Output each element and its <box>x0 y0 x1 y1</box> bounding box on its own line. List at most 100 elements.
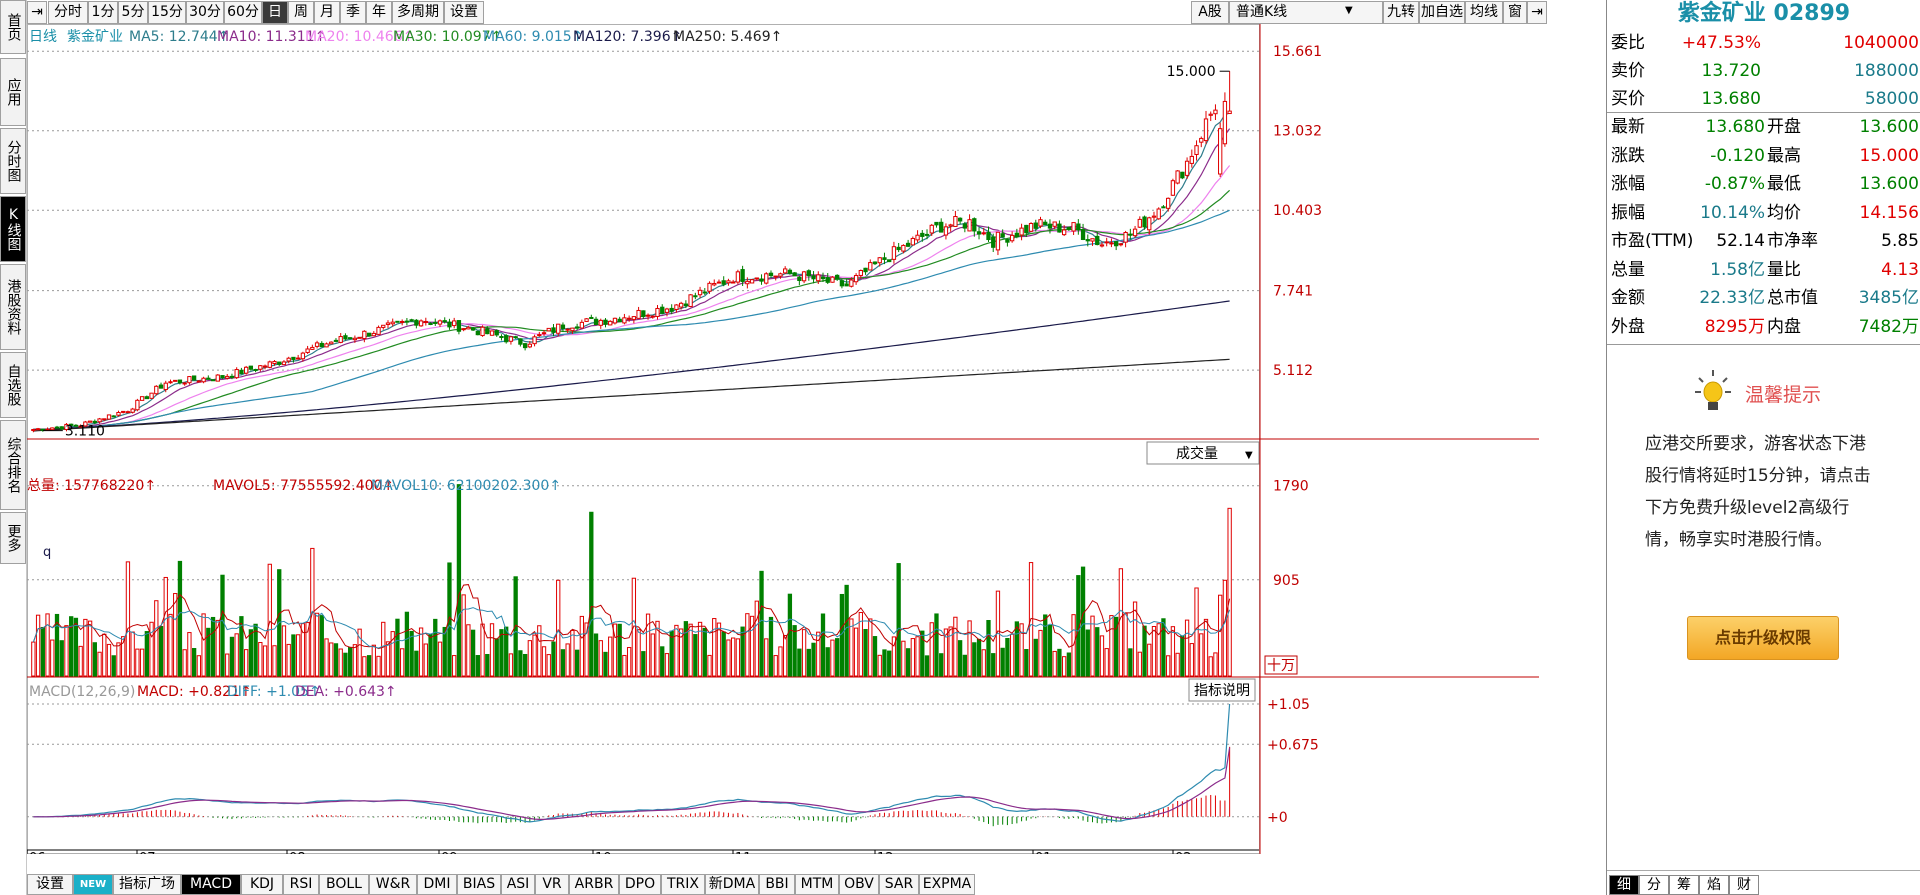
detail-tab-1[interactable]: 分 <box>1639 875 1669 895</box>
period-tab-4[interactable]: 30分 <box>186 1 224 24</box>
period-tab-11[interactable]: 多周期 <box>392 1 444 24</box>
period-tab-10[interactable]: 年 <box>366 1 392 24</box>
candle-body <box>305 348 310 353</box>
x-tick-label: 01 <box>1035 851 1052 854</box>
candle-body <box>1057 223 1062 233</box>
toolbar-right-5[interactable]: 窗 <box>1503 1 1527 24</box>
quote-label: 卖价 <box>1611 61 1645 81</box>
kline-chart[interactable]: 15.661 13.032 10.403 7.741 5.112 15.000 3.110 日… <box>26 24 1539 866</box>
indicator-tab-8[interactable]: DMI <box>417 874 457 895</box>
left-tab-1[interactable]: 应用 <box>0 58 26 126</box>
upgrade-button[interactable]: 点击升级权限 <box>1687 616 1839 660</box>
period-tab-12[interactable]: 设置 <box>444 1 484 24</box>
candle-body <box>716 281 722 284</box>
volume-bar <box>1047 624 1053 677</box>
indicator-tab-17[interactable]: MTM <box>795 874 839 895</box>
stat-row: 金额 22.33亿 总市值 3485亿 <box>1607 285 1920 312</box>
chart-area[interactable]: 15.661 13.032 10.403 7.741 5.112 15.000 3.110 日… <box>26 24 1539 866</box>
candle-body <box>787 269 793 274</box>
left-tab-2[interactable]: 分时图 <box>0 128 26 194</box>
detail-tab-2[interactable]: 筹 <box>1669 875 1699 895</box>
candle-body <box>220 375 225 379</box>
period-tab-9[interactable]: 季 <box>340 1 366 24</box>
left-tab-7[interactable]: 更多 <box>0 512 26 564</box>
indicator-tab-20[interactable]: EXPMA <box>919 874 975 895</box>
volume-bar <box>655 620 660 677</box>
indicator-tab-9[interactable]: BIAS <box>457 874 501 895</box>
left-tab-4[interactable]: 港股资料 <box>0 264 26 350</box>
indicator-help-button[interactable] <box>1188 678 1256 702</box>
volume-selector[interactable] <box>1146 441 1260 465</box>
toolbar-right-3[interactable]: 加自选 <box>1419 1 1465 24</box>
collapse-left-icon[interactable]: ⇥ <box>27 1 47 24</box>
candle-body <box>324 343 329 348</box>
dropdown-arrow-icon[interactable]: ▼ <box>1345 5 1353 16</box>
period-tab-6[interactable]: 日 <box>262 1 288 24</box>
period-tab-0[interactable]: 分时 <box>48 1 88 24</box>
volume-bar <box>527 640 532 677</box>
period-tab-7[interactable]: 周 <box>288 1 314 24</box>
indicator-tab-3[interactable]: MACD <box>181 874 241 895</box>
indicator-tab-11[interactable]: VR <box>535 874 569 895</box>
indicator-tab-2[interactable]: 指标广场 <box>113 874 181 895</box>
indicator-tab-15[interactable]: 新DMA <box>705 874 759 895</box>
indicator-tab-16[interactable]: BBI <box>759 874 795 895</box>
volume-mavol5: MAVOL5: 77555592.400↑ <box>213 478 394 494</box>
toolbar-right-4[interactable]: 均线 <box>1465 1 1503 24</box>
candle-body <box>792 272 797 277</box>
volume-bar <box>683 621 689 677</box>
indicator-tab-5[interactable]: RSI <box>283 874 319 895</box>
left-tab-6[interactable]: 综合排名 <box>0 420 26 510</box>
detail-tab-4[interactable]: 财 <box>1729 875 1759 895</box>
volume-bar <box>149 621 154 677</box>
stat-value: 10.14% <box>1700 202 1765 223</box>
volume-bar <box>759 570 764 677</box>
volume-bar <box>891 636 897 677</box>
volume-bar <box>991 653 996 677</box>
indicator-tab-19[interactable]: SAR <box>879 874 919 895</box>
volume-bar <box>697 621 703 677</box>
candle-body <box>754 277 759 280</box>
volume-bar <box>726 639 731 677</box>
mavol-line <box>32 584 1231 650</box>
indicator-tab-10[interactable]: ASI <box>501 874 535 895</box>
candle-body <box>608 320 613 326</box>
expand-right-icon[interactable]: ⇥ <box>1527 1 1547 24</box>
toolbar-right-0[interactable]: A股 <box>1191 1 1229 24</box>
volume-bar <box>745 613 750 677</box>
toolbar-right-2[interactable]: 九转 <box>1383 1 1419 24</box>
left-tab-3[interactable]: K线图 <box>0 196 26 262</box>
indicator-tab-0[interactable]: 设置 <box>27 874 73 895</box>
detail-tab-3[interactable]: 焰 <box>1699 875 1729 895</box>
volume-bar <box>801 629 807 677</box>
candle-body <box>1203 118 1209 142</box>
candle-body <box>726 280 731 284</box>
volume-bar <box>272 645 277 677</box>
indicator-tab-12[interactable]: ARBR <box>569 874 619 895</box>
volume-bar <box>579 615 585 677</box>
left-tab-5[interactable]: 自选股 <box>0 352 26 418</box>
indicator-tab-4[interactable]: KDJ <box>241 874 283 895</box>
candle-body <box>626 317 632 320</box>
candle-body <box>111 415 116 418</box>
stat-label: 市盈(TTM) <box>1611 231 1694 251</box>
left-tab-0[interactable]: 首页 <box>0 0 26 54</box>
period-tab-1[interactable]: 1分 <box>88 1 118 24</box>
indicator-tab-1[interactable]: NEW <box>73 874 113 895</box>
period-tab-8[interactable]: 月 <box>314 1 340 24</box>
indicator-tab-7[interactable]: W&R <box>369 874 417 895</box>
period-tab-3[interactable]: 15分 <box>148 1 186 24</box>
indicator-tab-13[interactable]: DPO <box>619 874 661 895</box>
period-tab-5[interactable]: 60分 <box>224 1 262 24</box>
period-tab-2[interactable]: 5分 <box>118 1 148 24</box>
candle-body <box>489 330 495 336</box>
volume-bar <box>877 654 882 677</box>
indicator-tab-18[interactable]: OBV <box>839 874 879 895</box>
indicator-tab-14[interactable]: TRIX <box>661 874 705 895</box>
toolbar-right-1[interactable]: 普通K线 <box>1229 1 1383 24</box>
indicator-tab-6[interactable]: BOLL <box>319 874 369 895</box>
detail-tab-0[interactable]: 细 <box>1609 875 1639 895</box>
stat-label-2: 市净率 <box>1767 231 1818 251</box>
candle-body <box>1080 229 1086 241</box>
candle-body <box>920 232 925 237</box>
